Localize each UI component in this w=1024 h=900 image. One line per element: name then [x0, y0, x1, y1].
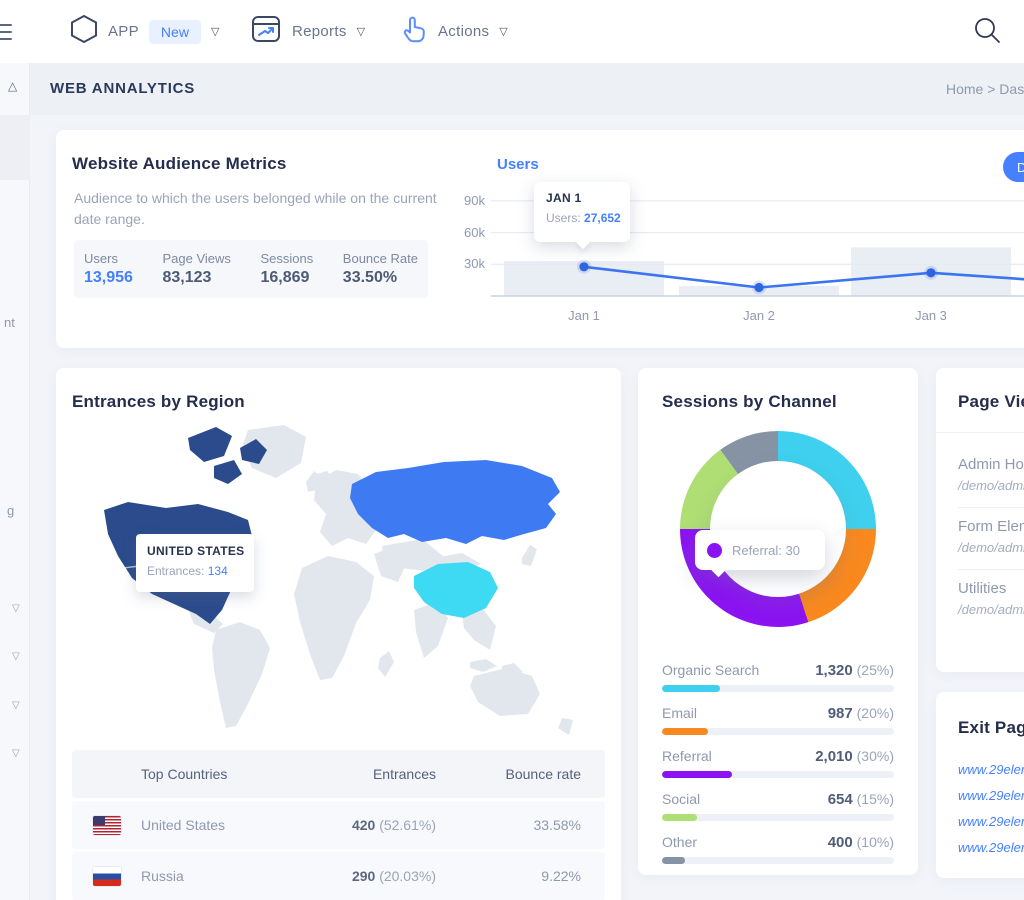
app-menu[interactable]: APP New ▽: [70, 0, 219, 63]
stat-page-views: Page Views 83,123: [162, 251, 231, 286]
card-description: Audience to which the users belonged whi…: [74, 190, 437, 227]
page-header-bar: WEB ANNALYTICS Home > Dashboard: [30, 63, 1024, 115]
metrics-strip: Users 13,956 Page Views 83,123 Sessions …: [74, 240, 428, 298]
page-views-card: Page Views Admin Home /demo/admin Form E…: [936, 368, 1024, 672]
exit-page-link[interactable]: www.29elements.com: [958, 762, 1024, 777]
page-title: WEB ANNALYTICS: [50, 80, 196, 97]
legend-row-referral: Referral 2,010 (30%): [662, 748, 894, 778]
search-icon[interactable]: [972, 16, 1002, 46]
map-china: [414, 562, 498, 618]
y-axis-tick: 30k: [464, 256, 485, 271]
sidebar-label-fragment: g: [7, 503, 15, 518]
card-title: Page Views: [958, 392, 1024, 411]
exit-page-link[interactable]: www.29elements.com: [958, 814, 1024, 829]
top-navbar: APP New ▽ Reports ▽ Actions ▽: [0, 0, 1024, 63]
sidebar-chevron-down-icon[interactable]: ▽: [12, 748, 20, 759]
stat-sessions: Sessions 16,869: [260, 251, 314, 286]
users-line-chart[interactable]: [441, 190, 1024, 320]
sessions-by-channel-card: Sessions by Channel Referral: 30 Organic…: [638, 368, 918, 875]
list-item[interactable]: Utilities /demo/admin: [958, 580, 1024, 617]
app-label: APP: [108, 23, 139, 40]
chart-tooltip: JAN 1 Users: 27,652: [534, 182, 630, 242]
map-north-america: [104, 427, 267, 624]
us-flag-icon: [93, 815, 121, 835]
table-row: Russia 290 (20.03%) 9.22%: [72, 852, 605, 900]
donut-tooltip: Referral: 30: [695, 530, 825, 570]
audience-metrics-card: Website Audience Metrics Audience to whi…: [56, 130, 1024, 348]
reports-label: Reports: [292, 23, 347, 40]
chevron-down-icon: ▽: [499, 26, 508, 38]
card-title: Exit Pages: [958, 718, 1024, 737]
donut-chart[interactable]: [680, 431, 876, 627]
legend-row-email: Email 987 (20%): [662, 705, 894, 735]
sidebar-chevron-down-icon[interactable]: ▽: [12, 651, 20, 662]
table-row: United States 420 (52.61%) 33.58%: [72, 801, 605, 849]
reports-chart-icon: [250, 13, 282, 50]
actions-menu[interactable]: Actions ▽: [400, 0, 508, 63]
page-views-list: Admin Home /demo/admin Form Elements /de…: [958, 446, 1024, 631]
tooltip-country: UNITED STATES: [147, 544, 245, 558]
sidebar-chevron-down-icon[interactable]: ▽: [12, 603, 20, 614]
exit-pages-card: Exit Pages www.29elements.com www.29elem…: [936, 692, 1024, 878]
x-axis-tick: Jan 3: [915, 308, 947, 323]
exit-page-link[interactable]: www.29elements.com: [958, 788, 1024, 803]
tooltip-dot-icon: [707, 542, 722, 558]
card-title: Sessions by Channel: [662, 392, 837, 411]
sidebar-chevron-down-icon[interactable]: ▽: [12, 700, 20, 711]
table-header-row: Top Countries Entrances Bounce rate: [72, 750, 605, 798]
top-countries-table: Top Countries Entrances Bounce rate Unit…: [72, 750, 605, 900]
chevron-down-icon: ▽: [356, 26, 366, 38]
sidebar-label-fragment: nt: [4, 315, 15, 330]
breadcrumb[interactable]: Home > Dashboard: [946, 81, 1024, 97]
tooltip-entrances: Entrances: 134: [147, 564, 228, 578]
stat-bounce-rate: Bounce Rate 33.50%: [342, 251, 418, 286]
users-series-tab[interactable]: Users: [497, 156, 539, 173]
legend-bar: [662, 857, 686, 864]
divider: [936, 432, 1024, 433]
hexagon-logo-icon: [70, 14, 98, 49]
stat-users: Users 13,956: [84, 251, 133, 286]
donut-hole: [710, 461, 846, 597]
channels-legend: Organic Search 1,320 (25%) Email 987 (20…: [662, 662, 894, 877]
card-title: Entrances by Region: [72, 392, 245, 411]
main-content: WEB ANNALYTICS Home > Dashboard Website …: [30, 63, 1024, 900]
exit-links-list: www.29elements.com www.29elements.com ww…: [958, 762, 1024, 866]
legend-bar: [662, 814, 697, 821]
tooltip-value-line: Users: 27,652: [546, 211, 621, 225]
sidebar-active-item[interactable]: [0, 115, 30, 180]
y-axis-tick: 60k: [464, 225, 485, 240]
list-item[interactable]: Form Elements /demo/admin: [958, 508, 1024, 570]
legend-row-organic-search: Organic Search 1,320 (25%): [662, 662, 894, 692]
chevron-down-icon: ▽: [210, 26, 220, 38]
tooltip-title: JAN 1: [546, 191, 582, 205]
map-russia: [350, 460, 560, 544]
sidebar-collapse-arrow-icon[interactable]: △: [8, 79, 18, 93]
download-button[interactable]: Download: [1003, 152, 1024, 182]
y-axis-tick: 90k: [464, 193, 485, 208]
menu-collapse-icon[interactable]: [0, 19, 15, 50]
map-base-countries: [186, 425, 573, 735]
entrances-by-region-card: Entrances by Region: [56, 368, 621, 900]
reports-menu[interactable]: Reports ▽: [250, 0, 365, 63]
left-sidebar: △ nt g ▽ ▽ ▽ ▽: [0, 63, 30, 900]
legend-bar: [662, 728, 709, 735]
world-map[interactable]: UNITED STATES Entrances: 134: [70, 418, 610, 748]
legend-bar: [662, 685, 720, 692]
exit-page-link[interactable]: www.29elements.com: [958, 840, 1024, 855]
x-axis-tick: Jan 2: [743, 308, 775, 323]
x-axis-tick: Jan 1: [568, 308, 600, 323]
pointer-hand-icon: [400, 14, 428, 49]
card-title: Website Audience Metrics: [72, 154, 287, 173]
list-item[interactable]: Admin Home /demo/admin: [958, 446, 1024, 508]
legend-row-other: Other 400 (10%): [662, 834, 894, 864]
tooltip-text: Referral: 30: [732, 542, 800, 558]
ru-flag-icon: [93, 866, 121, 886]
legend-row-social: Social 654 (15%): [662, 791, 894, 821]
legend-bar: [662, 771, 732, 778]
actions-label: Actions: [438, 23, 490, 40]
new-badge: New: [148, 19, 201, 44]
map-tooltip: UNITED STATES Entrances: 134: [136, 534, 254, 592]
